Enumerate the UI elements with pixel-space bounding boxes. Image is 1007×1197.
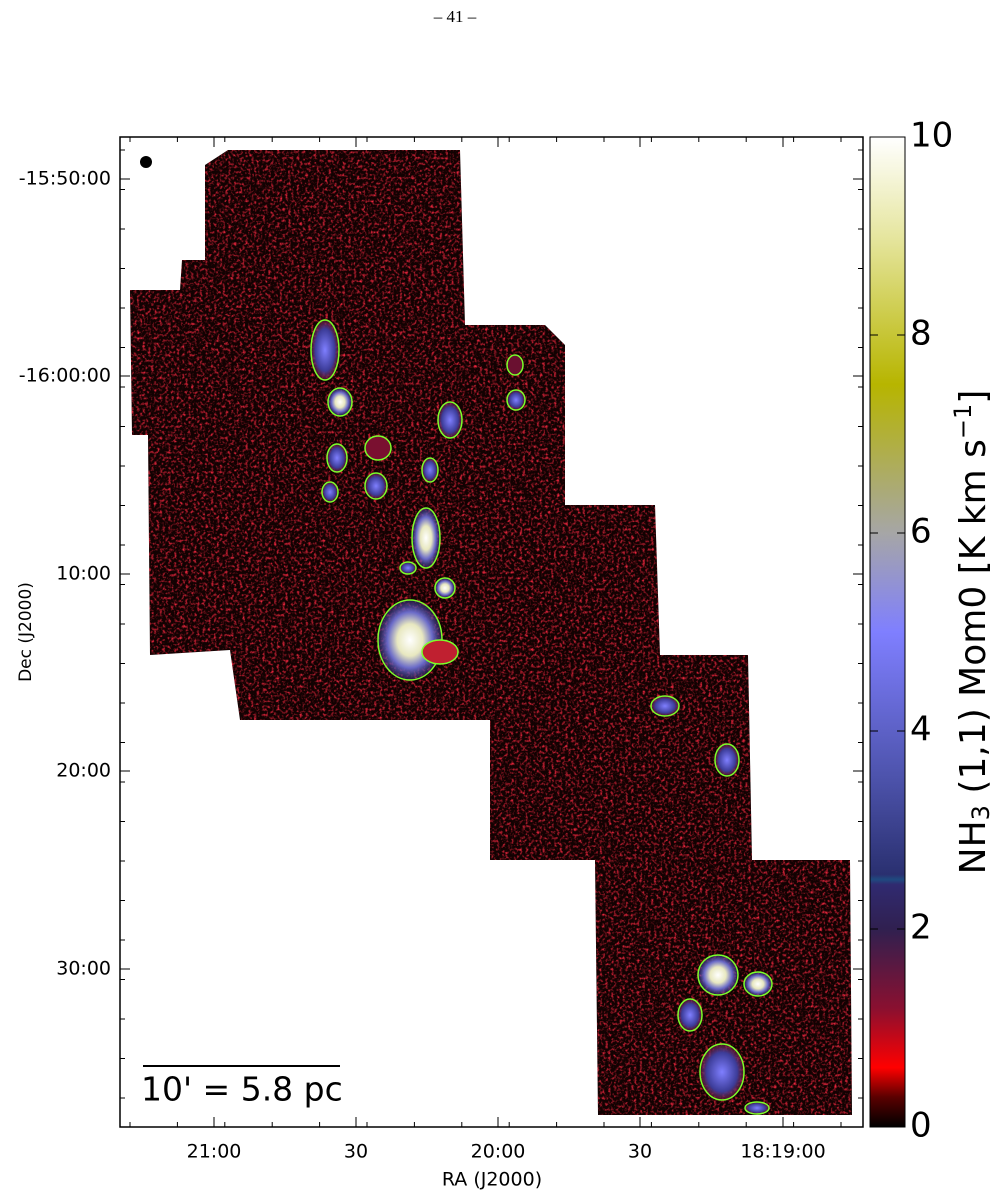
colorbar-tick-label: 0 [910,1106,932,1146]
colorbar-label-part: ] [953,390,994,404]
y-tick-label: 20:00 [56,760,111,782]
x-axis-label: RA (J2000) [442,1169,542,1191]
colorbar-tick-label: 8 [910,314,932,354]
x-tick-label: 21:00 [187,1141,242,1163]
x-tick-label: 30 [344,1141,368,1163]
y-axis-label: Dec (J2000) [16,582,36,682]
colorbar-tick-label: 2 [910,908,932,948]
y-tick-label: 10:00 [56,563,111,585]
beam [140,156,152,168]
colorbar-tick-label: 10 [910,116,953,156]
x-tick-label: 18:19:00 [740,1141,825,1163]
colorbar-label: NH3 (1,1) Mom0 [K km s−1] [949,390,995,875]
x-tick-label: 30 [628,1141,652,1163]
x-tick-label: 20:00 [471,1141,526,1163]
colorbar-label-part: (1,1) Mom0 [K km s [953,439,994,805]
page-number: – 41 – [433,7,477,26]
colorbar [869,136,906,1128]
plot-frame [119,136,864,1128]
colorbar-label-part: −1 [949,404,977,439]
colorbar-tick-label: 6 [910,512,932,552]
colorbar-label-part: 3 [967,805,995,820]
y-tick-label: -15:50:00 [19,168,111,190]
map-image [130,150,852,1115]
colorbar-label-part: NH [953,820,994,874]
y-tick-label: 30:00 [56,958,111,980]
colorbar-tick-label: 4 [910,710,932,750]
y-tick-label: -16:00:00 [19,365,111,387]
scale-bar-label: 10' = 5.8 pc [141,1070,343,1109]
